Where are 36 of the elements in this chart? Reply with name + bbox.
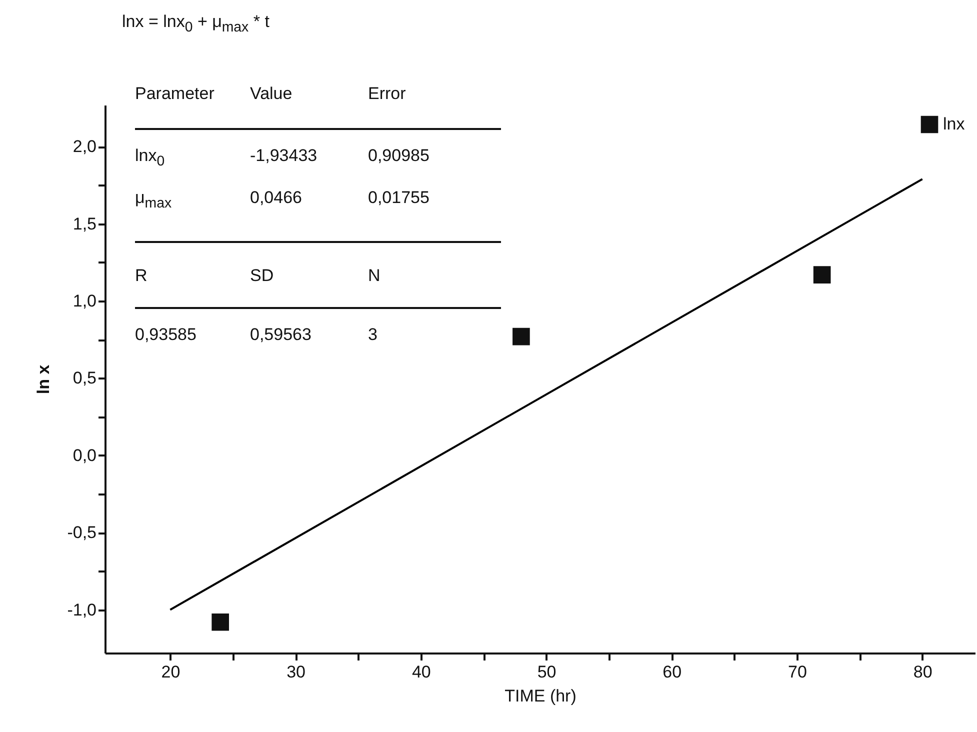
x-tick-label: 20 [161, 662, 180, 682]
annotation: μ$_{max}$ [135, 188, 172, 212]
y-tick-label: 1,0 [72, 292, 96, 311]
x-tick-label: 60 [662, 662, 682, 682]
annotation: 0,59563 [250, 325, 312, 345]
annotation: 0,93585 [135, 325, 196, 345]
x-tick-label: 30 [286, 662, 306, 682]
annotation: 0,0466 [250, 188, 302, 208]
x-axis-title: TIME (hr) [504, 686, 576, 706]
y-tick-label: -0,5 [67, 523, 96, 542]
y-tick-label: 2,0 [72, 137, 96, 156]
y-tick-label: 1,5 [72, 214, 96, 234]
y-tick-label: 0,0 [72, 446, 96, 465]
y-tick-label: 0,5 [72, 368, 96, 388]
point [212, 613, 229, 631]
x-tick-label: 50 [537, 662, 556, 682]
y-axis-title: ln x [34, 364, 54, 394]
annotation: 0,90985 [368, 146, 430, 166]
legend-label: lnx [943, 114, 966, 134]
annotation: R [135, 266, 148, 286]
annotation: 0,01755 [368, 188, 430, 208]
annotation: 3 [368, 325, 378, 345]
annotation: N [368, 266, 380, 286]
chart-title: lnx = lnx$_{0}$ + μ$_{max}$ * t [122, 12, 270, 36]
text: Error [368, 84, 406, 104]
x-tick-label: 70 [788, 662, 807, 682]
annotation: -1,93433 [250, 146, 318, 166]
y-tick-label: -1,0 [67, 600, 96, 620]
x-tick-label: 80 [913, 662, 932, 682]
text: Value [250, 84, 292, 104]
annotation: SD [250, 266, 274, 286]
x-tick-label: 40 [412, 662, 431, 682]
annotation: lnx$_{0}$ [135, 146, 165, 170]
text: Parameter [135, 84, 214, 104]
point [512, 328, 530, 346]
point [813, 266, 831, 284]
